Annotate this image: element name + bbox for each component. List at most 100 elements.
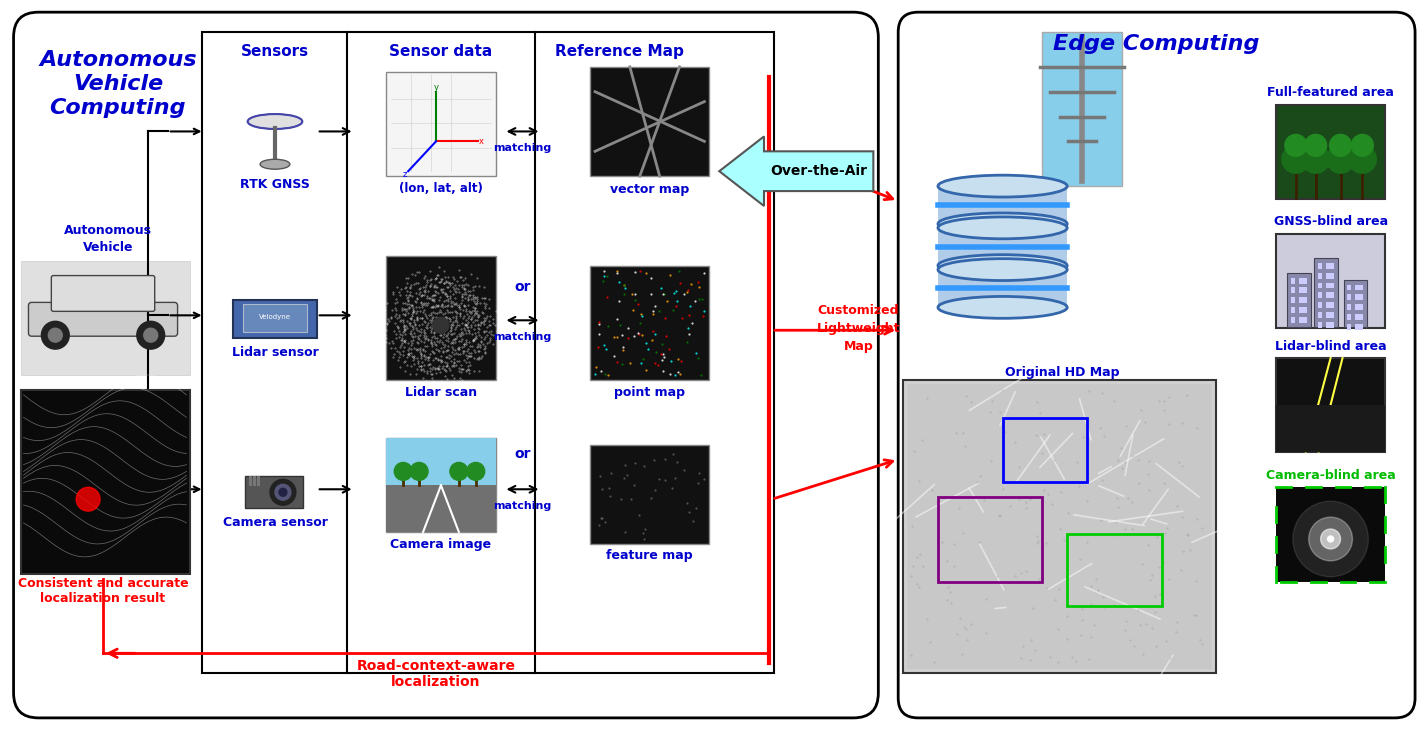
Bar bbox=[938, 270, 1067, 307]
Circle shape bbox=[1352, 134, 1373, 156]
Text: RTK GNSS: RTK GNSS bbox=[240, 177, 309, 191]
Bar bbox=[1303, 278, 1306, 284]
Circle shape bbox=[270, 480, 295, 505]
Circle shape bbox=[411, 463, 428, 480]
Text: z: z bbox=[404, 170, 408, 179]
Bar bbox=[1326, 282, 1329, 288]
FancyBboxPatch shape bbox=[51, 276, 154, 311]
Text: feature map: feature map bbox=[606, 549, 693, 562]
Bar bbox=[1299, 317, 1303, 323]
Bar bbox=[1326, 322, 1329, 328]
FancyBboxPatch shape bbox=[898, 12, 1415, 718]
Text: matching: matching bbox=[493, 333, 552, 342]
Text: matching: matching bbox=[493, 143, 552, 153]
Bar bbox=[1318, 273, 1322, 279]
Bar bbox=[1359, 294, 1363, 301]
Bar bbox=[1329, 313, 1333, 319]
Bar bbox=[1276, 358, 1385, 452]
Text: or: or bbox=[515, 448, 530, 461]
Bar bbox=[1318, 262, 1322, 268]
Text: Lidar-blind area: Lidar-blind area bbox=[1275, 340, 1386, 353]
Text: Road-context-aware: Road-context-aware bbox=[356, 659, 516, 673]
Text: Camera-blind area: Camera-blind area bbox=[1266, 469, 1396, 482]
Bar bbox=[1276, 487, 1385, 582]
Bar bbox=[938, 497, 1042, 582]
Circle shape bbox=[434, 317, 449, 333]
Text: Lightweight: Lightweight bbox=[817, 321, 900, 335]
Circle shape bbox=[48, 328, 63, 342]
Bar bbox=[1356, 324, 1359, 330]
Text: Reference Map: Reference Map bbox=[556, 44, 684, 59]
Bar bbox=[1356, 285, 1359, 290]
Bar bbox=[20, 261, 190, 375]
Bar bbox=[250, 477, 252, 486]
Bar bbox=[1291, 317, 1295, 323]
Text: Original HD Map: Original HD Map bbox=[1005, 367, 1119, 380]
Text: or: or bbox=[515, 281, 530, 295]
Bar bbox=[244, 304, 307, 333]
Bar bbox=[1326, 262, 1329, 268]
Text: matching: matching bbox=[493, 501, 552, 511]
Bar bbox=[252, 477, 257, 486]
Circle shape bbox=[41, 321, 70, 349]
Circle shape bbox=[1320, 529, 1340, 549]
Bar bbox=[1348, 324, 1352, 330]
Text: Lidar sensor: Lidar sensor bbox=[231, 346, 318, 358]
Text: Customized: Customized bbox=[817, 304, 900, 317]
Circle shape bbox=[275, 484, 291, 500]
Circle shape bbox=[1329, 134, 1352, 156]
Bar bbox=[1276, 234, 1385, 328]
Bar bbox=[1318, 313, 1322, 319]
Bar bbox=[1291, 278, 1295, 284]
Text: localization: localization bbox=[391, 675, 481, 689]
Bar bbox=[386, 486, 496, 532]
Text: y: y bbox=[434, 84, 439, 92]
Text: Autonomous: Autonomous bbox=[39, 50, 197, 70]
Text: vector map: vector map bbox=[610, 183, 689, 196]
Bar bbox=[1291, 297, 1295, 304]
Bar bbox=[1356, 314, 1359, 320]
Circle shape bbox=[466, 463, 485, 480]
Bar bbox=[590, 67, 709, 176]
Circle shape bbox=[76, 487, 100, 511]
Bar bbox=[245, 477, 302, 508]
Bar bbox=[1348, 304, 1352, 310]
Text: GNSS-blind area: GNSS-blind area bbox=[1273, 215, 1387, 228]
Text: Camera image: Camera image bbox=[391, 539, 492, 551]
Bar bbox=[1326, 302, 1329, 308]
Bar bbox=[1348, 285, 1352, 290]
Bar bbox=[386, 72, 496, 176]
Circle shape bbox=[394, 463, 412, 480]
Text: x: x bbox=[479, 137, 485, 146]
Bar bbox=[1359, 324, 1363, 330]
Bar bbox=[1329, 322, 1333, 328]
Bar bbox=[1326, 293, 1329, 299]
Bar bbox=[590, 445, 709, 544]
Bar bbox=[1329, 282, 1333, 288]
Text: Vehicle: Vehicle bbox=[73, 74, 163, 94]
Bar bbox=[1286, 273, 1310, 327]
Text: Lidar scan: Lidar scan bbox=[405, 386, 478, 399]
Ellipse shape bbox=[938, 296, 1067, 319]
Circle shape bbox=[144, 328, 158, 342]
Ellipse shape bbox=[938, 213, 1067, 235]
Bar bbox=[907, 384, 1212, 670]
Bar bbox=[1348, 314, 1352, 320]
Text: Full-featured area: Full-featured area bbox=[1268, 86, 1395, 99]
Text: Vehicle: Vehicle bbox=[83, 241, 133, 254]
Bar bbox=[257, 477, 260, 486]
Circle shape bbox=[1328, 536, 1333, 542]
Text: Sensors: Sensors bbox=[241, 44, 309, 59]
Circle shape bbox=[1282, 146, 1309, 173]
Text: Edge Computing: Edge Computing bbox=[1054, 34, 1259, 54]
Bar bbox=[1303, 317, 1306, 323]
Bar bbox=[386, 256, 496, 380]
Bar bbox=[20, 390, 190, 573]
Bar bbox=[1299, 287, 1303, 293]
Text: Sensor data: Sensor data bbox=[389, 44, 492, 59]
Circle shape bbox=[1293, 501, 1369, 576]
Bar bbox=[1002, 418, 1087, 483]
Bar bbox=[1318, 322, 1322, 328]
Bar bbox=[202, 32, 774, 673]
Text: point map: point map bbox=[615, 386, 686, 399]
